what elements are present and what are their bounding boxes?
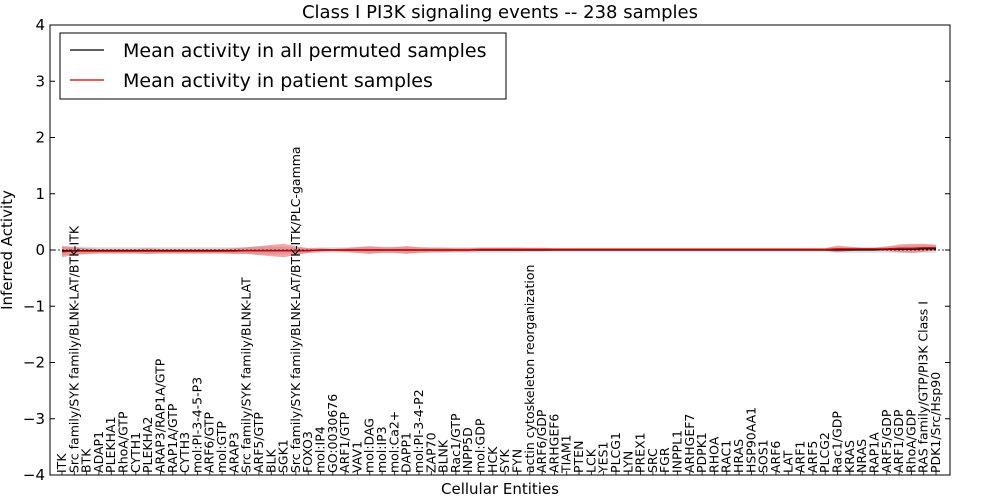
legend: Mean activity in all permuted samples Me… <box>59 32 507 100</box>
x-tick-label: NRAS <box>854 439 869 473</box>
x-tick-label: mol:DAG <box>362 418 377 473</box>
x-tick-label: ARF1/GDP <box>891 409 906 473</box>
x-tick-label: mol:PI-3-4-5-P3 <box>189 377 204 473</box>
x-tick-label: RHOA <box>706 436 721 473</box>
x-tick-label: SGK1 <box>276 439 291 473</box>
x-tick-label: INPPL1 <box>670 430 685 473</box>
y-tick-label: −2 <box>23 354 45 372</box>
y-tick-label: 1 <box>35 185 45 203</box>
x-tick-label: LCK <box>583 448 598 473</box>
x-tick-label: actin cytoskeleton reorganization <box>522 265 537 474</box>
legend-box <box>59 32 507 100</box>
x-tick-label: HRAS <box>731 439 746 473</box>
y-tick-label: −3 <box>23 410 45 428</box>
x-tick-label: Src family/SYK family/BLNK-LAT/BTK-ITK/P… <box>288 146 303 473</box>
x-tick-label: ARHGEF7 <box>682 414 697 473</box>
x-tick-label: SOS1 <box>756 439 771 473</box>
x-tick-label: FYN <box>510 449 525 473</box>
y-tick-label: 3 <box>35 72 45 90</box>
x-tick-label: RhoA/GTP <box>116 411 131 473</box>
x-tick-label: FGR <box>657 447 672 473</box>
x-tick-label: mol:PI-3-4-P2 <box>411 389 426 473</box>
x-tick-label: Rac1/GDP <box>830 411 845 473</box>
legend-label-permuted: Mean activity in all permuted samples <box>123 40 486 62</box>
y-ticks: −4 −3 −2 −1 0 1 2 3 4 <box>23 16 950 484</box>
y-tick-label: 4 <box>35 16 45 34</box>
x-tick-label: ADAP1 <box>91 431 106 473</box>
x-tick-label: ARF5/GTP <box>251 412 266 473</box>
x-axis-label: Cellular Entities <box>441 480 559 498</box>
x-tick-label: PLCG1 <box>608 432 623 473</box>
series-line-patient <box>61 247 936 253</box>
lines-layer <box>50 247 950 253</box>
x-tick-label: HCK <box>485 446 500 473</box>
x-tick-label: ARF5 <box>805 441 820 473</box>
x-tick-label: ARAP3/RAP1A/GTP <box>153 358 168 473</box>
y-tick-label: 2 <box>35 129 45 147</box>
x-tick-label: ARHGEF6 <box>546 414 561 473</box>
x-tick-label: mol:Ca2+ <box>386 411 401 473</box>
x-tick-label: ARF6 <box>768 441 783 473</box>
x-tick-label: BTK <box>79 448 94 473</box>
legend-label-patient: Mean activity in patient samples <box>123 70 433 92</box>
x-tick-label: VAV1 <box>349 441 364 473</box>
x-tick-label: ARAP3 <box>226 432 241 473</box>
x-tick-label: SRC <box>645 448 660 473</box>
x-tick-label: SYK <box>497 448 512 473</box>
x-tick-label: RAP1A <box>867 432 882 473</box>
x-tick-label: RAS family/GTP/PI3K Class I <box>916 301 931 473</box>
x-tick-label: RAC1 <box>719 440 734 473</box>
x-tick-label: mol:GDP <box>473 418 488 473</box>
x-tick-label: ARF6/GDP <box>534 409 549 473</box>
y-axis-label: Inferred Activity <box>0 190 16 310</box>
x-tick-label: YES1 <box>596 442 611 474</box>
x-tick-label: BLK <box>263 448 278 473</box>
x-tick-label: INPP5D <box>460 427 475 473</box>
x-tick-label: PREX1 <box>633 432 648 473</box>
x-tick-label: Src family/SYK family/BLNK-LAT <box>239 277 254 473</box>
x-tick-label: CYTH1 <box>128 432 143 473</box>
y-tick-label: −4 <box>23 466 45 484</box>
x-tick-label: BLNK <box>436 439 451 473</box>
x-tick-label: LAT <box>780 450 795 473</box>
x-tick-label: PDPK1 <box>694 432 709 473</box>
x-tick-label: mol:GTP <box>214 421 229 473</box>
x-tick-label: Src family/SYK family/BLNK-LAT/BTK-ITK <box>66 225 81 473</box>
x-tick-label: mol:IP3 <box>374 426 389 473</box>
chart-title: Class I PI3K signaling events -- 238 sam… <box>302 2 698 23</box>
x-tick-label: FOXO3 <box>300 431 315 473</box>
x-tick-label: KRAS <box>842 440 857 473</box>
x-tick-label: ARF1/GTP <box>337 412 352 473</box>
x-tick-label: PLEKHA1 <box>103 416 118 473</box>
x-tick-label: HSP90AA1 <box>743 407 758 473</box>
x-tick-label: PLEKHA2 <box>140 417 155 474</box>
x-tick-label: ZAP70 <box>423 432 438 473</box>
y-tick-label: −1 <box>23 297 45 315</box>
x-tick-label: RAP1A/GTP <box>165 403 180 473</box>
x-tick-label: PDK1/Src/Hsp90 <box>928 372 943 473</box>
x-tick-label: CYTH3 <box>177 432 192 473</box>
x-tick-label: TIAM1 <box>559 434 574 474</box>
plot-frame <box>49 24 951 476</box>
y-tick-label: 0 <box>35 241 45 259</box>
x-tick-label: PTEN <box>571 441 586 473</box>
x-tick-label: ITK <box>54 453 69 473</box>
x-tick-label: ARF1 <box>793 441 808 473</box>
x-tick-label: ARF6/GTP <box>202 412 217 473</box>
x-tick-label: ARF5/GDP <box>879 409 894 473</box>
x-tick-label: LYN <box>620 451 635 473</box>
x-tick-label: PLCG2 <box>817 432 832 473</box>
x-tick-label: mol:IP4 <box>313 426 328 473</box>
x-tick-label: DAPP1 <box>399 432 414 473</box>
x-tick-label: RhoA/GDP <box>903 409 918 473</box>
x-tick-label: GO:0030676 <box>325 394 340 473</box>
x-tick-label: Rac1/GTP <box>448 413 463 473</box>
